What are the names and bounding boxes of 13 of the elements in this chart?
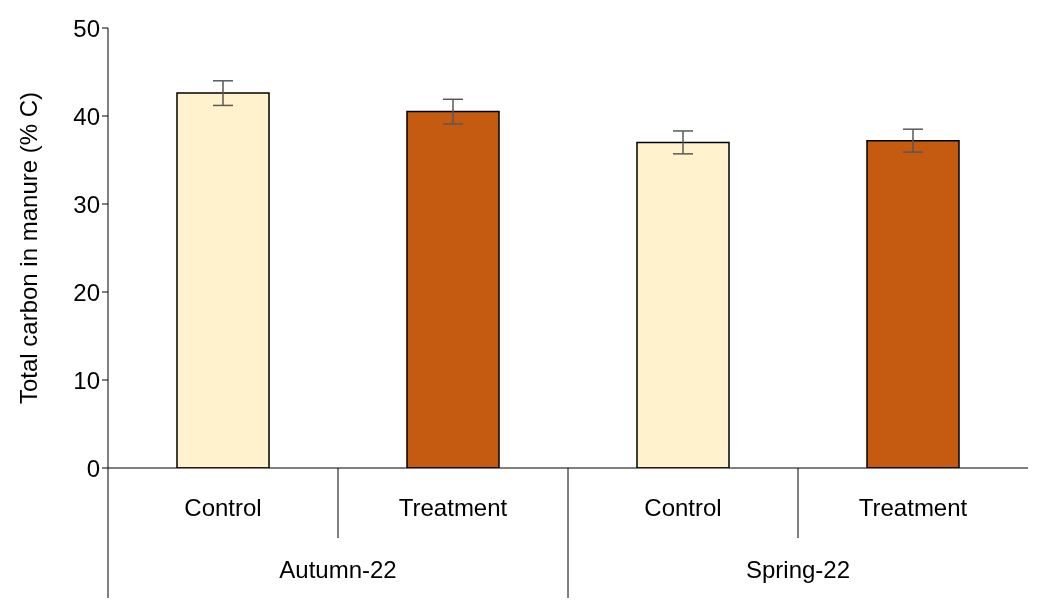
text: Spring-22 — [745, 556, 851, 583]
x-tick-label: Control — [644, 494, 722, 521]
y-tick-label: 10 — [73, 366, 100, 394]
y-axis-title: Total carbon in manure (% C) — [14, 91, 42, 405]
y-tick-label: 40 — [73, 102, 100, 130]
y-tick-label: 50 — [73, 14, 100, 42]
text: Autumn-22 — [279, 556, 397, 583]
y-tick-label: 20 — [73, 278, 100, 306]
x-tick-label: Treatment — [858, 494, 968, 521]
y-tick-label: 0 — [86, 454, 100, 482]
x-tick-label: Treatment — [398, 494, 508, 521]
y-tick-label: 30 — [73, 190, 100, 218]
x-tick-label: Control — [184, 494, 262, 521]
